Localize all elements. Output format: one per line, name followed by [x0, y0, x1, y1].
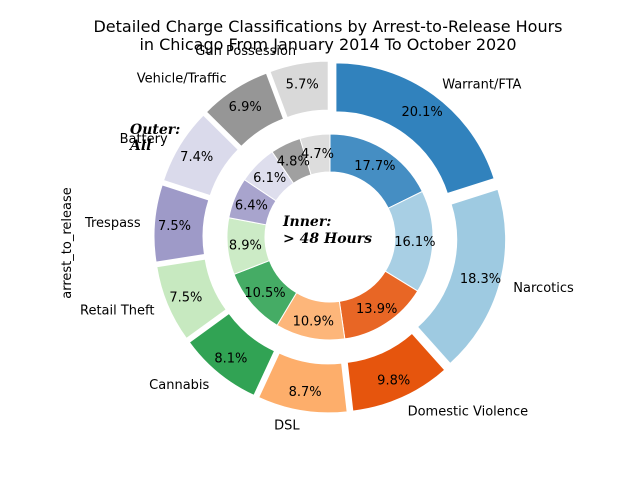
outer-pct-label-battery: 7.4% [180, 150, 213, 165]
category-label-narcotics: Narcotics [513, 281, 574, 296]
outer-slice-gun-possession [269, 60, 329, 119]
outer-pct-label-gun-possession: 5.7% [286, 78, 319, 93]
category-label-retail-theft: Retail Theft [80, 304, 155, 319]
inner-pct-label-battery: 6.1% [253, 171, 286, 186]
outer-slice-dsl [258, 352, 348, 414]
outer-pct-label-vehicle-traffic: 6.9% [229, 100, 262, 115]
inner-note-line-2: > 48 Hours [283, 231, 372, 247]
inner-pct-label-dsl: 10.9% [293, 314, 334, 329]
inner-pct-label-warrant-fta: 17.7% [354, 159, 395, 174]
category-label-warrant-fta: Warrant/FTA [442, 78, 521, 93]
outer-note-line-2: All [128, 138, 152, 154]
inner-pct-label-trespass: 6.4% [235, 199, 268, 214]
category-label-domestic-violence: Domestic Violence [408, 404, 529, 419]
outer-pct-label-narcotics: 18.3% [460, 272, 501, 287]
inner-pct-label-gun-possession: 4.7% [301, 147, 334, 162]
outer-slice-retail-theft [156, 258, 227, 340]
outer-ring-note: Outer: All [128, 122, 185, 154]
outer-slice-narcotics [416, 188, 507, 365]
outer-pct-label-trespass: 7.5% [158, 219, 191, 234]
chart-labels: 20.1%Warrant/FTA 18.3% Narcotics 9.8% Domest… [80, 44, 574, 434]
y-axis-label: arrest_to_release [60, 187, 75, 298]
inner-pct-label-retail-theft: 8.9% [229, 239, 262, 254]
inner-ring [226, 133, 434, 341]
category-label-battery: Battery [120, 132, 168, 147]
inner-ring-note: Inner: > 48 Hours [282, 214, 372, 247]
inner-pct-label-narcotics: 16.1% [394, 235, 435, 250]
chart-title-line-1: Detailed Charge Classifications by Arres… [93, 17, 562, 36]
outer-slice-battery [162, 114, 239, 197]
inner-note-line-1: Inner: [282, 214, 331, 230]
outer-ring [153, 60, 507, 414]
outer-pct-label-warrant-fta: 20.1% [401, 105, 442, 120]
category-label-trespass: Trespass [84, 216, 141, 231]
inner-slice-gun-possession [299, 133, 331, 176]
outer-pct-label-cannabis: 8.1% [214, 352, 247, 367]
category-label-cannabis: Cannabis [149, 378, 209, 393]
category-label-dsl: DSL [274, 419, 300, 434]
inner-pct-label-domestic-violence: 13.9% [356, 302, 397, 317]
inner-pct-label-vehicle-traffic: 4.8% [277, 154, 310, 169]
category-label-gun-possession: Gun Possession [195, 44, 296, 59]
outer-pct-label-dsl: 8.7% [289, 385, 322, 400]
outer-slice-cannabis [188, 312, 276, 397]
inner-pct-label-cannabis: 10.5% [244, 286, 285, 301]
outer-note-line-1: Outer: [130, 122, 180, 138]
chart-title-line-2: in Chicago From January 2014 To October … [139, 35, 516, 54]
outer-slice-domestic-violence [346, 332, 446, 412]
outer-pct-label-domestic-violence: 9.8% [377, 373, 410, 388]
outer-slice-trespass [153, 184, 210, 263]
category-label-vehicle-traffic: Vehicle/Traffic [137, 72, 227, 87]
outer-pct-label-retail-theft: 7.5% [169, 291, 202, 306]
outer-slice-vehicle-traffic [205, 72, 285, 148]
outer-slice-warrant-fta [335, 62, 495, 195]
